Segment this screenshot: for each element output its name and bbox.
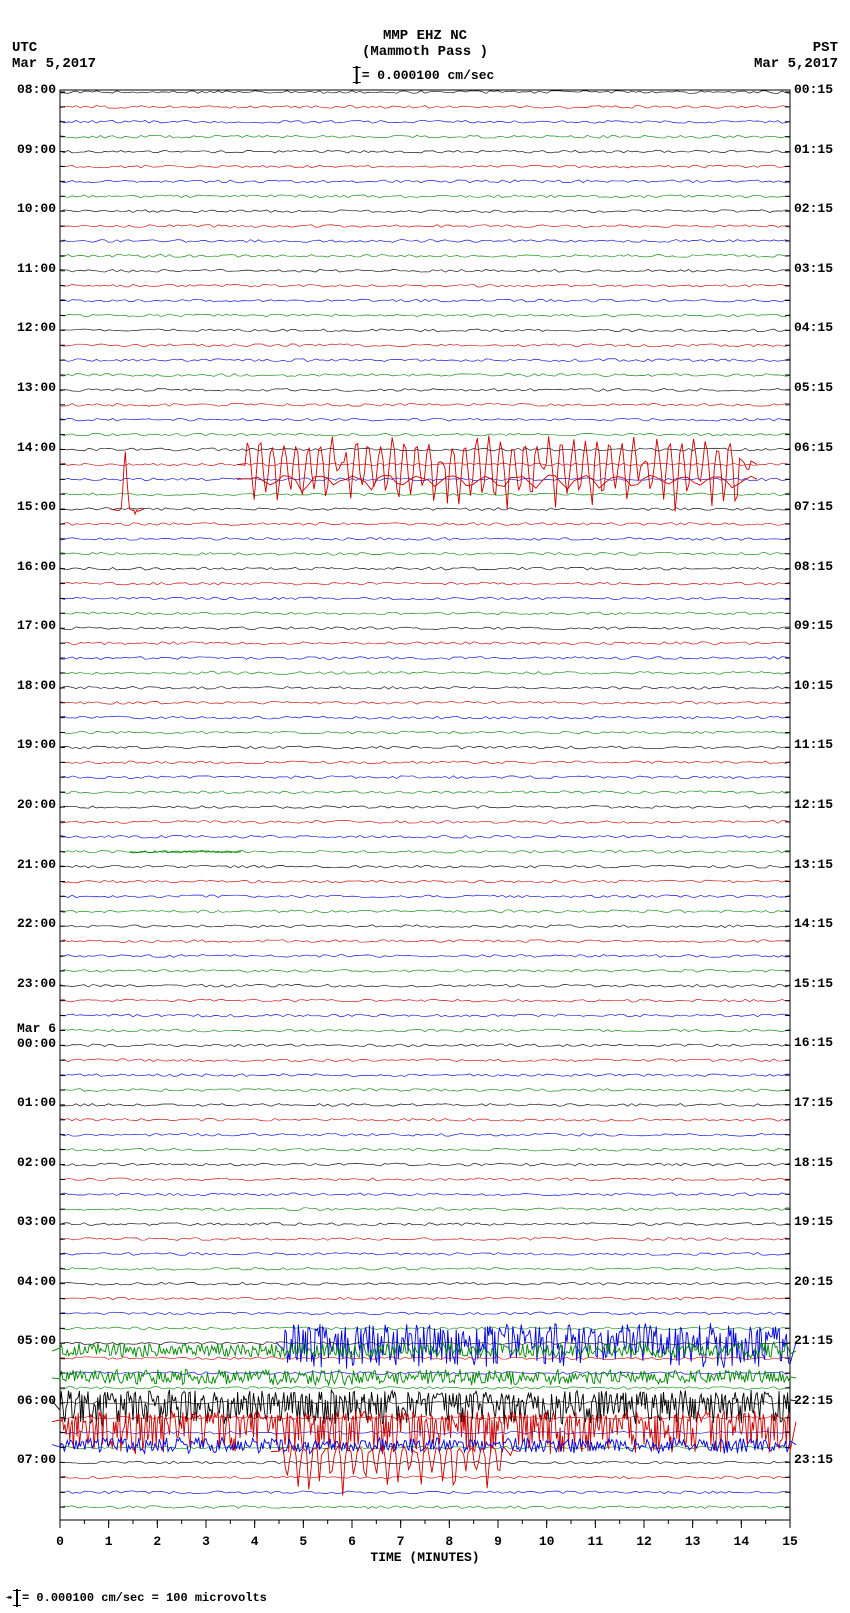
left-time-label: 02:00 [17, 1155, 60, 1170]
right-time-label: 22:15 [790, 1393, 833, 1408]
right-time-label: 01:15 [790, 142, 833, 157]
x-tick-label: 0 [56, 1534, 64, 1549]
left-time-label: 13:00 [17, 380, 60, 395]
right-time-label: 13:15 [790, 857, 833, 872]
seismogram-plot: 08:0009:0010:0011:0012:0013:0014:0015:00… [60, 90, 790, 1520]
tl-date: Mar 5,2017 [12, 56, 96, 72]
left-time-label: 10:00 [17, 201, 60, 216]
right-time-label: 07:15 [790, 499, 833, 514]
right-time-label: 12:15 [790, 797, 833, 812]
right-time-label: 11:15 [790, 737, 833, 752]
left-time-label: 23:00 [17, 976, 60, 991]
footer-scale-text: = 0.000100 cm/sec = 100 microvolts [22, 1591, 267, 1605]
left-time-label: Mar 600:00 [17, 1021, 60, 1051]
left-time-label: 19:00 [17, 737, 60, 752]
x-tick-label: 14 [734, 1534, 750, 1549]
left-time-label: 06:00 [17, 1393, 60, 1408]
tl-tz: UTC [12, 40, 37, 56]
left-time-label: 04:00 [17, 1274, 60, 1289]
x-tick-label: 6 [348, 1534, 356, 1549]
x-tick-label: 1 [105, 1534, 113, 1549]
x-tick-label: 5 [299, 1534, 307, 1549]
left-time-label: 12:00 [17, 320, 60, 335]
left-time-label: 15:00 [17, 499, 60, 514]
scale-bar-icon [356, 66, 358, 84]
x-tick-label: 13 [685, 1534, 701, 1549]
x-tick-label: 8 [445, 1534, 453, 1549]
x-axis-label: TIME (MINUTES) [370, 1550, 479, 1565]
station-location: (Mammoth Pass ) [0, 44, 850, 60]
left-time-label: 22:00 [17, 916, 60, 931]
x-tick-label: 11 [588, 1534, 604, 1549]
right-time-label: 17:15 [790, 1095, 833, 1110]
footer-scale-bar-icon [16, 1589, 18, 1607]
footer-tick-icon: ↠ [6, 1592, 12, 1604]
right-time-label: 20:15 [790, 1274, 833, 1289]
left-time-label: 09:00 [17, 142, 60, 157]
right-time-label: 10:15 [790, 678, 833, 693]
right-time-label: 14:15 [790, 916, 833, 931]
footer-scale: ↠ = 0.000100 cm/sec = 100 microvolts [6, 1589, 267, 1607]
left-time-label: 03:00 [17, 1214, 60, 1229]
left-time-label: 14:00 [17, 440, 60, 455]
header-scale-text: = 0.000100 cm/sec [362, 68, 495, 83]
left-time-label: 08:00 [17, 82, 60, 97]
x-tick-label: 10 [539, 1534, 555, 1549]
right-time-label: 16:15 [790, 1035, 833, 1050]
left-time-label: 20:00 [17, 797, 60, 812]
x-tick-label: 9 [494, 1534, 502, 1549]
left-time-label: 21:00 [17, 857, 60, 872]
x-tick-label: 3 [202, 1534, 210, 1549]
left-time-label: 11:00 [17, 261, 60, 276]
right-time-label: 09:15 [790, 618, 833, 633]
x-tick-label: 7 [397, 1534, 405, 1549]
station-title: MMP EHZ NC [0, 28, 850, 44]
right-time-label: 08:15 [790, 559, 833, 574]
right-time-label: 18:15 [790, 1155, 833, 1170]
right-time-label: 00:15 [790, 82, 833, 97]
right-time-label: 06:15 [790, 440, 833, 455]
tr-tz: PST [813, 40, 838, 56]
x-tick-label: 4 [251, 1534, 259, 1549]
right-time-label: 23:15 [790, 1452, 833, 1467]
x-tick-label: 2 [153, 1534, 161, 1549]
header-scale: = 0.000100 cm/sec [356, 66, 495, 84]
right-time-label: 05:15 [790, 380, 833, 395]
x-tick-label: 12 [636, 1534, 652, 1549]
right-time-label: 02:15 [790, 201, 833, 216]
seismogram-svg [60, 90, 790, 1520]
left-time-label: 01:00 [17, 1095, 60, 1110]
left-time-label: 16:00 [17, 559, 60, 574]
right-time-label: 15:15 [790, 976, 833, 991]
right-time-label: 19:15 [790, 1214, 833, 1229]
left-time-label: 18:00 [17, 678, 60, 693]
left-time-label: 17:00 [17, 618, 60, 633]
left-time-label: 05:00 [17, 1333, 60, 1348]
tr-date: Mar 5,2017 [754, 56, 838, 72]
right-time-label: 04:15 [790, 320, 833, 335]
x-tick-label: 15 [782, 1534, 798, 1549]
right-time-label: 21:15 [790, 1333, 833, 1348]
right-time-label: 03:15 [790, 261, 833, 276]
left-time-label: 07:00 [17, 1452, 60, 1467]
